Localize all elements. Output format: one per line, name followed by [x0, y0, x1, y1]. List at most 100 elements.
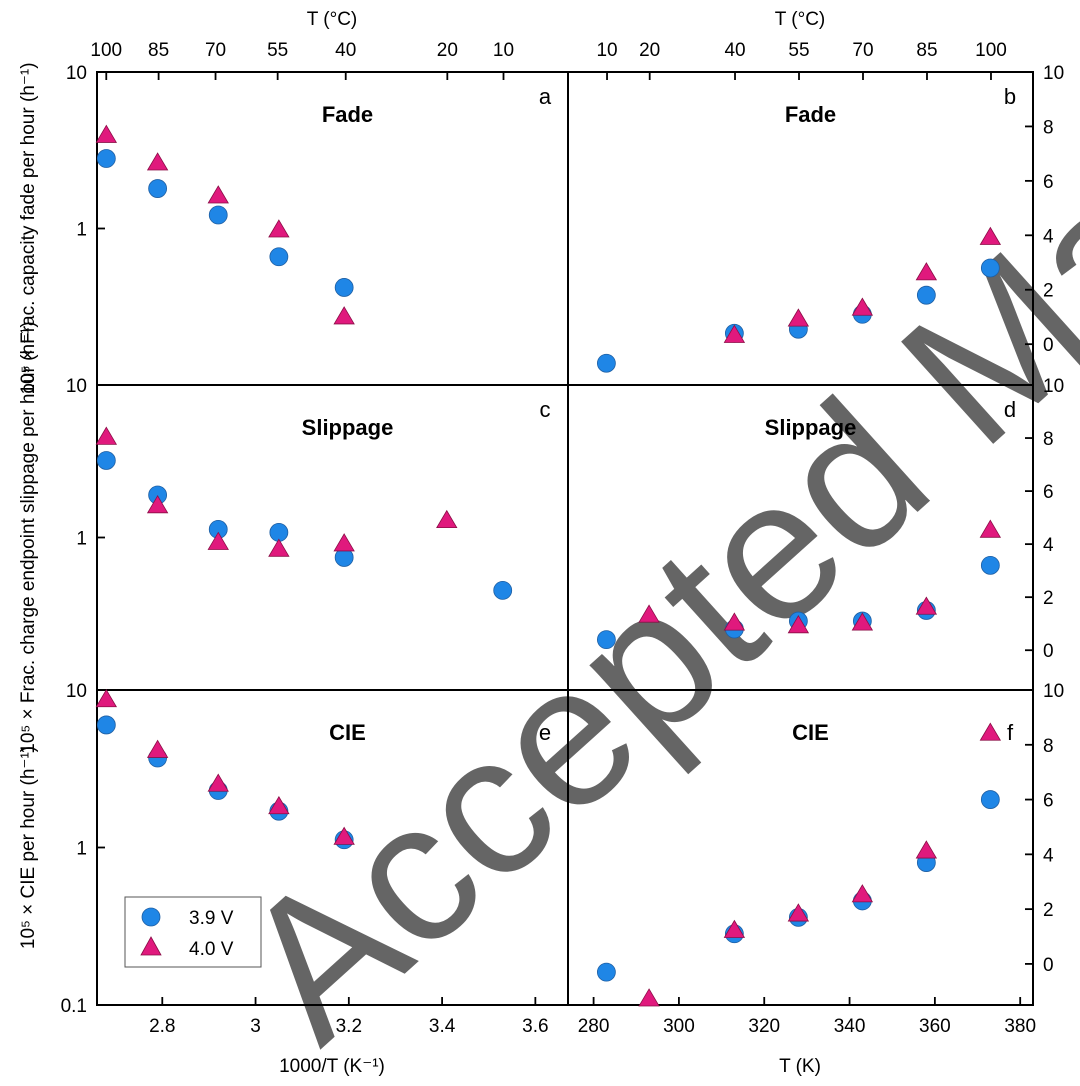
panel-letter-f: f [1007, 720, 1014, 745]
data-marks [95, 124, 1002, 1007]
left-y-tick-label: 10 [66, 376, 87, 397]
watermark-text: Accepted Manuscript [200, 0, 1080, 1082]
panel-title-f: CIE [792, 720, 829, 745]
right-y-tick-label: 6 [1043, 482, 1054, 503]
point-c-4-0v [436, 509, 458, 529]
panel-title-b: Fade [785, 102, 836, 127]
point-e-3-9v [96, 715, 116, 735]
bottom-right-tick-label: 340 [834, 1016, 866, 1037]
point-b-4-0v [979, 226, 1002, 245]
top-left-tick-label: 10 [493, 40, 514, 61]
right-y-tick-label: 4 [1043, 226, 1054, 247]
bottom-right-tick-label: 320 [748, 1016, 780, 1037]
point-d-4-0v [979, 519, 1002, 538]
point-b-3-9v [916, 285, 936, 305]
point-b-4-0v [723, 324, 746, 343]
top-right-tick-label: 55 [788, 40, 809, 61]
point-a-4-0v [333, 306, 355, 325]
top-right-tick-label: 85 [916, 40, 937, 61]
point-c-4-0v [207, 531, 229, 550]
point-c-3-9v [493, 580, 513, 600]
axis-ticks [97, 71, 1033, 1006]
point-a-3-9v [96, 149, 116, 168]
point-c-4-0v [268, 538, 290, 557]
top-right-tick-label: 100 [975, 40, 1007, 61]
point-d-4-0v [915, 596, 938, 615]
top-right-tick-label: 20 [639, 40, 660, 61]
panel-letter-a: a [539, 84, 552, 109]
point-b-4-0v [787, 308, 810, 327]
top-left-tick-label: 40 [335, 40, 356, 61]
point-c-4-0v [146, 495, 169, 514]
right-y-tick-label: 4 [1043, 845, 1054, 866]
top-left-tick-label: 70 [205, 40, 226, 61]
right-y-tick-label: 8 [1043, 117, 1054, 138]
bottom-left-tick-label: 3 [250, 1016, 261, 1037]
left-y-tick-label: 10 [66, 63, 87, 84]
panel-letter-e: e [539, 720, 551, 745]
bottom-left-tick-label: 2.8 [149, 1016, 175, 1037]
right-y-tick-label: 8 [1043, 736, 1054, 757]
bottom-left-tick-label: 3.4 [429, 1016, 456, 1037]
right-y-tick-label: 10 [1043, 681, 1064, 702]
panel-title-d: Slippage [765, 415, 857, 440]
watermark: Accepted Manuscript [200, 0, 1080, 1082]
point-f-4-0v [915, 840, 938, 859]
point-a-4-0v [268, 219, 290, 238]
point-d-4-0v [723, 612, 746, 631]
point-e-4-0v [207, 773, 229, 792]
bottom-right-tick-label: 380 [1004, 1016, 1036, 1037]
legend-marker-4-0v [140, 936, 162, 956]
panel-letter-b: b [1004, 84, 1016, 109]
right-y-tick-label: 0 [1043, 335, 1054, 356]
point-a-4-0v [207, 185, 229, 204]
legend-label-4-0v: 4.0 V [189, 939, 234, 960]
point-a-3-9v [148, 179, 168, 198]
point-a-3-9v [208, 205, 228, 225]
right-y-tick-label: 6 [1043, 791, 1054, 812]
panel-letter-d: d [1004, 397, 1016, 422]
point-c-4-0v [333, 533, 355, 552]
bottom-axis-title-right: T (K) [779, 1056, 821, 1077]
point-b-4-0v [851, 297, 874, 316]
point-a-3-9v [334, 278, 354, 297]
left-y-tick-label: 10 [66, 681, 87, 702]
point-e-4-0v [95, 688, 118, 708]
point-a-3-9v [269, 247, 289, 267]
panel-title-a: Fade [322, 102, 373, 127]
point-c-3-9v [96, 451, 116, 470]
right-y-tick-label: 6 [1043, 172, 1054, 193]
panel-letter-c: c [540, 397, 551, 422]
panel-frames [96, 71, 1034, 1006]
point-f-4-0v [979, 722, 1002, 741]
left-y-tick-label: 1 [76, 839, 87, 860]
point-b-3-9v [980, 258, 1000, 278]
point-f-4-0v [638, 988, 660, 1007]
point-f-3-9v [596, 962, 616, 982]
point-d-4-0v [787, 615, 810, 634]
left-y-tick-label: 1 [76, 220, 87, 241]
top-left-tick-label: 100 [90, 40, 122, 61]
top-left-tick-label: 20 [437, 40, 458, 61]
top-right-tick-label: 40 [724, 40, 745, 61]
bottom-axis-title-left: 1000/T (K⁻¹) [279, 1056, 385, 1077]
point-e-4-0v [268, 795, 290, 815]
right-y-tick-label: 2 [1043, 588, 1054, 609]
bottom-right-tick-label: 300 [663, 1016, 695, 1037]
left-y-tick-label: 0.1 [61, 996, 87, 1017]
right-y-tick-label: 2 [1043, 281, 1054, 302]
top-right-tick-label: 70 [852, 40, 873, 61]
point-a-4-0v [146, 152, 169, 171]
panel-title-e: CIE [329, 720, 366, 745]
point-f-4-0v [787, 903, 810, 922]
y-axis-title-2: 10⁵ × Frac. charge endpoint slippage per… [18, 321, 39, 753]
bottom-left-tick-label: 3.2 [336, 1016, 362, 1037]
point-a-4-0v [95, 124, 118, 143]
bottom-right-tick-label: 360 [919, 1016, 951, 1037]
bottom-right-tick-label: 280 [578, 1016, 610, 1037]
right-y-tick-label: 0 [1043, 955, 1054, 976]
point-d-3-9v [980, 555, 1000, 575]
top-left-tick-label: 85 [148, 40, 169, 61]
point-d-4-0v [851, 612, 874, 631]
